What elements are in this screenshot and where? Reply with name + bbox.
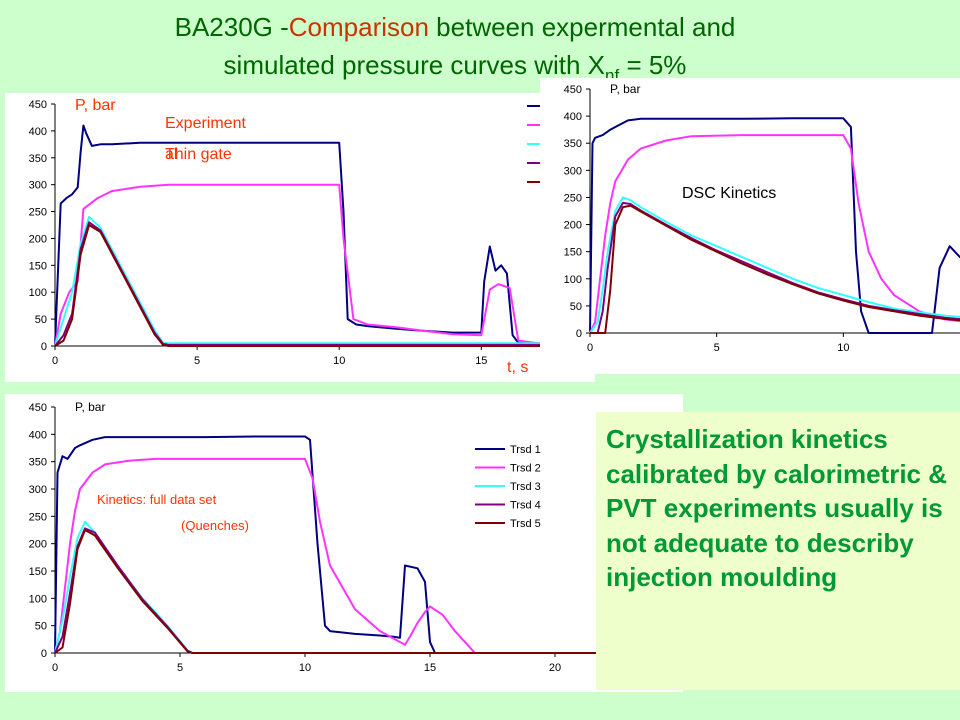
x-tick-label: 15 bbox=[424, 662, 436, 674]
y-axis-label: P, bar bbox=[75, 400, 105, 414]
y-tick-label: 400 bbox=[564, 111, 582, 123]
y-tick-label: 450 bbox=[29, 402, 47, 414]
x-tick-label: 10 bbox=[837, 342, 849, 354]
series-line-3 bbox=[54, 520, 605, 654]
series-line-5 bbox=[54, 224, 595, 347]
legend-label: Trsd 5 bbox=[510, 518, 541, 530]
chart-dsc-kinetics: 0 50 100 150 200 250 300 350 400 450 0 5 10 P, bar DSC… bbox=[564, 82, 960, 354]
y-tick-label: 150 bbox=[29, 260, 47, 272]
y-tick-label: 0 bbox=[41, 648, 47, 660]
x-tick-label: 5 bbox=[194, 355, 200, 367]
y-tick-label: 250 bbox=[564, 192, 582, 204]
series-line-3 bbox=[54, 215, 595, 347]
legend-label: Trsd 3 bbox=[510, 481, 541, 493]
legend-label: Trsd 2 bbox=[510, 463, 541, 475]
chart-panel-experimental: 0 50 100 150 200 250 300 350 400 450 0 5 10 15 P, bar t… bbox=[5, 93, 595, 382]
title-line-2: simulated pressure curves with Xnf = 5% bbox=[0, 46, 910, 84]
x-axis-label: t, s bbox=[507, 359, 528, 376]
series-line-5 bbox=[590, 204, 960, 334]
y-tick-label: 150 bbox=[29, 566, 47, 578]
y-tick-label: 200 bbox=[29, 539, 47, 551]
y-tick-label: 400 bbox=[29, 126, 47, 138]
y-tick-label: 300 bbox=[29, 180, 47, 192]
y-tick-label: 300 bbox=[564, 165, 582, 177]
y-tick-label: 150 bbox=[564, 247, 582, 259]
series-line-4 bbox=[54, 221, 595, 347]
x-tick-label: 15 bbox=[475, 355, 487, 367]
y-tick-label: 100 bbox=[564, 274, 582, 286]
title-line2-text: simulated pressure curves with X bbox=[223, 50, 606, 80]
y-axis-label: P, bar bbox=[75, 97, 116, 114]
y-tick-label: 450 bbox=[564, 84, 582, 96]
annotation-label: DSC Kinetics bbox=[682, 185, 776, 202]
title-accent: Comparison bbox=[288, 12, 429, 42]
x-tick-label: 0 bbox=[52, 355, 58, 367]
series-line-3 bbox=[589, 196, 960, 334]
slide-title: BA230G -Comparison between expermental a… bbox=[0, 8, 910, 84]
y-tick-label: 400 bbox=[29, 429, 47, 441]
y-tick-label: 350 bbox=[29, 457, 47, 469]
title-tail: = 5% bbox=[619, 50, 687, 80]
y-tick-label: 200 bbox=[564, 220, 582, 232]
chart-experimental: 0 50 100 150 200 250 300 350 400 450 0 5 10 15 P, bar t… bbox=[29, 97, 595, 376]
legend-label: Trsd 1 bbox=[510, 444, 541, 456]
series-line-5 bbox=[54, 529, 605, 654]
series-line-1 bbox=[54, 435, 605, 654]
x-tick-label: 10 bbox=[299, 662, 311, 674]
series-line-2 bbox=[589, 134, 960, 334]
title-line-1: BA230G -Comparison between expermental a… bbox=[0, 8, 910, 46]
series-line-2 bbox=[54, 457, 605, 654]
x-tick-label: 0 bbox=[52, 662, 58, 674]
title-line1-rest: between expermental and bbox=[428, 12, 736, 42]
y-tick-label: 300 bbox=[29, 484, 47, 496]
x-tick-label: 5 bbox=[714, 342, 720, 354]
annotation-label: Thin gate bbox=[165, 146, 232, 163]
conclusion-note: Crystallization kinetics calibrated by c… bbox=[596, 412, 960, 690]
y-tick-label: 100 bbox=[29, 593, 47, 605]
series-line-1 bbox=[54, 124, 595, 347]
x-tick-label: 10 bbox=[333, 355, 345, 367]
chart-panel-dsc: 0 50 100 150 200 250 300 350 400 450 0 5 10 P, bar DSC… bbox=[540, 78, 960, 374]
y-tick-label: 50 bbox=[35, 621, 47, 633]
y-axis-label: P, bar bbox=[610, 82, 640, 96]
title-prefix: BA230G - bbox=[174, 12, 289, 42]
annotation-label: al bbox=[165, 146, 177, 163]
y-tick-label: 250 bbox=[29, 207, 47, 219]
y-tick-label: 250 bbox=[29, 511, 47, 523]
x-tick-label: 20 bbox=[549, 662, 561, 674]
y-tick-label: 0 bbox=[576, 328, 582, 340]
annotation-label: Kinetics: full data set bbox=[97, 492, 217, 507]
legend-label: Trsd 4 bbox=[510, 500, 541, 512]
y-tick-label: 350 bbox=[564, 138, 582, 150]
y-tick-label: 50 bbox=[570, 301, 582, 313]
chart-panel-full-data: 0 50 100 150 200 250 300 350 400 450 0 5 10 15 20 P, ba… bbox=[5, 394, 683, 692]
y-tick-label: 450 bbox=[29, 99, 47, 111]
x-tick-label: 5 bbox=[177, 662, 183, 674]
x-tick-label: 0 bbox=[587, 342, 593, 354]
annotation-label: (Quenches) bbox=[181, 518, 249, 533]
series-line-2 bbox=[54, 183, 595, 347]
annotation-label: Experiment bbox=[165, 115, 246, 132]
y-tick-label: 50 bbox=[35, 314, 47, 326]
series-line-1 bbox=[589, 117, 960, 334]
y-tick-label: 200 bbox=[29, 233, 47, 245]
chart-full-data-set: 0 50 100 150 200 250 300 350 400 450 0 5 10 15 20 P, ba… bbox=[29, 400, 605, 674]
y-tick-label: 350 bbox=[29, 153, 47, 165]
y-tick-label: 0 bbox=[41, 341, 47, 353]
y-tick-label: 100 bbox=[29, 287, 47, 299]
